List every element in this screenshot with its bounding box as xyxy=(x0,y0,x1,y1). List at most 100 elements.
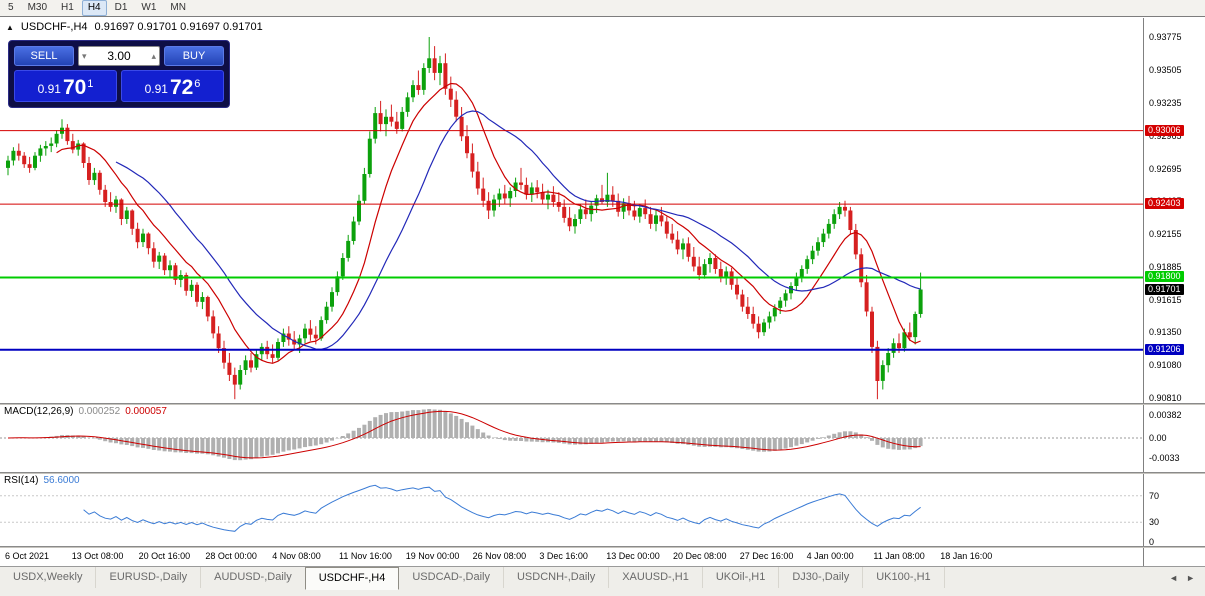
buy-button[interactable]: BUY xyxy=(164,46,224,66)
sell-price-sup: 1 xyxy=(87,78,94,90)
panel-separator-rsi[interactable] xyxy=(0,472,1205,474)
timeframe-button-h4[interactable]: H4 xyxy=(81,0,107,16)
buy-price-sup: 6 xyxy=(194,78,201,90)
time-label: 19 Nov 00:00 xyxy=(405,551,460,561)
macd-histogram xyxy=(11,409,923,461)
rsi-axis-tick: 70 xyxy=(1149,490,1160,501)
macd-signal-line xyxy=(7,410,921,459)
price-level-badge: 0.92403 xyxy=(1145,198,1184,210)
candlestick-series xyxy=(6,37,923,400)
chart-tab-usdx-weekly[interactable]: USDX,Weekly xyxy=(0,567,97,588)
time-label: 28 Oct 00:00 xyxy=(205,551,257,561)
chart-tab-dj30-daily[interactable]: DJ30-,Daily xyxy=(779,567,864,588)
chart-tabbar: USDX,Weekly EURUSD-,Daily AUDUSD-,Daily USD… xyxy=(0,566,1205,596)
price-tick: 0.92965 xyxy=(1149,130,1182,141)
volume-value[interactable]: 3.00 xyxy=(107,49,131,63)
chart-tab-ukoil-h1[interactable]: UKOil-,H1 xyxy=(703,567,780,588)
price-tick: 0.91080 xyxy=(1149,360,1182,371)
price-tick: 0.93505 xyxy=(1149,64,1182,75)
chart-tab-uk100-h1[interactable]: UK100-,H1 xyxy=(863,567,945,588)
timeframe-button-w1[interactable]: W1 xyxy=(141,2,157,13)
price-tick: 0.91350 xyxy=(1149,327,1182,338)
price-axis[interactable]: 0.93775 0.93505 0.93235 0.92965 0.92695 0.924… xyxy=(1143,18,1205,566)
macd-label-row: MACD(12,26,9) 0.000252 0.000057 xyxy=(4,406,167,417)
ma-fast-line xyxy=(56,82,921,364)
time-label: 6 Oct 2021 xyxy=(5,551,50,561)
chart-tab-audusd-daily[interactable]: AUDUSD-,Daily xyxy=(201,567,306,588)
price-tick: 0.93775 xyxy=(1149,32,1182,42)
rsi-name: RSI(14) xyxy=(4,475,39,486)
sell-price-display[interactable]: 0.91 70 1 xyxy=(14,70,117,102)
tab-scroll-left-button[interactable]: ◄ xyxy=(1169,573,1179,583)
time-label: 3 Dec 16:00 xyxy=(539,551,588,561)
price-tick: 0.91615 xyxy=(1149,295,1182,305)
rsi-axis-tick: 30 xyxy=(1149,517,1160,528)
current-price-badge: 0.91701 xyxy=(1145,283,1184,295)
time-label: 4 Nov 08:00 xyxy=(272,551,321,561)
time-label: 18 Jan 16:00 xyxy=(940,551,993,561)
chart-title-row: ▲ USDCHF-,H4 0.91697 0.91701 0.91697 0.9… xyxy=(6,21,263,33)
price-tick: 0.92695 xyxy=(1149,163,1182,174)
sell-price-int: 0.91 xyxy=(37,82,61,96)
time-label: 11 Nov 16:00 xyxy=(339,551,392,561)
chart-tab-eurusd-daily[interactable]: EURUSD-,Daily xyxy=(96,567,202,588)
ma-slow-line xyxy=(115,110,921,350)
time-label: 20 Oct 16:00 xyxy=(138,551,191,561)
time-label: 4 Jan 00:00 xyxy=(806,551,854,561)
buy-price-big: 72 xyxy=(169,76,194,99)
collapse-trade-panel-icon[interactable]: ▲ xyxy=(6,22,14,32)
chart-tab-xauusd-h1[interactable]: XAUUSD-,H1 xyxy=(609,567,703,588)
volume-down-arrow-icon[interactable]: ▾ xyxy=(82,50,87,61)
time-label: 11 Jan 08:00 xyxy=(873,551,925,561)
chart-ohlc-values: 0.91697 0.91701 0.91697 0.91701 xyxy=(94,21,263,33)
rsi-value: 56.6000 xyxy=(43,475,80,486)
chart-tab-usdchf-h4[interactable]: USDCHF-,H4 xyxy=(304,567,400,590)
buy-price-int: 0.91 xyxy=(144,82,168,96)
price-level-badge: 0.93006 xyxy=(1145,124,1184,136)
chart-tab-usdcnh-daily[interactable]: USDCNH-,Daily xyxy=(504,567,610,588)
price-tick: 0.90810 xyxy=(1149,393,1182,404)
sell-price-big: 70 xyxy=(62,76,87,99)
candlestick-chart xyxy=(0,37,1143,400)
rsi-panel[interactable]: RSI(14) 56.6000 xyxy=(0,472,1143,546)
time-label: 13 Oct 08:00 xyxy=(71,551,124,561)
time-label: 20 Dec 08:00 xyxy=(673,551,727,561)
chart-symbol-period: USDCHF-,H4 xyxy=(20,21,88,33)
price-level-badge: 0.91206 xyxy=(1145,343,1184,355)
timeframe-button-m30[interactable]: M30 xyxy=(27,2,48,13)
macd-axis-tick: 0.00382 xyxy=(1149,409,1182,420)
time-label: 27 Dec 16:00 xyxy=(739,551,794,561)
tab-scroll-right-button[interactable]: ► xyxy=(1186,573,1195,583)
macd-panel[interactable]: MACD(12,26,9) 0.000252 0.000057 xyxy=(0,403,1143,472)
macd-chart xyxy=(0,409,1143,461)
price-level-badge: 0.91800 xyxy=(1145,271,1184,283)
price-tick: 0.92155 xyxy=(1149,229,1182,240)
time-axis[interactable]: 6 Oct 2021 13 Oct 08:00 20 Oct 16:00 28 Oct… xyxy=(0,546,1143,566)
timeframe-button-mn[interactable]: MN xyxy=(170,2,186,13)
rsi-axis-tick: 0 xyxy=(1149,537,1155,547)
rsi-line xyxy=(83,484,921,532)
panel-separator-macd[interactable] xyxy=(0,403,1205,405)
main-chart-panel[interactable]: ▲ USDCHF-,H4 0.91697 0.91701 0.91697 0.9… xyxy=(0,18,1143,403)
volume-up-arrow-icon[interactable]: ▴ xyxy=(151,50,156,61)
sell-button[interactable]: SELL xyxy=(14,46,74,66)
chart-tab-usdcad-daily[interactable]: USDCAD-,Daily xyxy=(399,567,504,588)
macd-axis-tick: 0.00 xyxy=(1149,433,1167,443)
one-click-trading-panel: SELL ▾ 3.00 ▴ BUY 0.91 70 1 0.91 72 6 xyxy=(8,40,230,108)
tab-scroll-buttons: ◄ ► xyxy=(1159,567,1205,589)
rsi-label-row: RSI(14) 56.6000 xyxy=(4,475,80,486)
volume-stepper[interactable]: ▾ 3.00 ▴ xyxy=(78,46,160,66)
macd-name: MACD(12,26,9) xyxy=(4,406,74,417)
timeframe-button-h1[interactable]: H1 xyxy=(61,2,74,13)
macd-axis-tick: -0.0033 xyxy=(1149,452,1180,463)
timeframe-button-d1[interactable]: D1 xyxy=(114,2,128,13)
timeframe-toolbar: 5 M30 H1 H4 D1 W1 MN xyxy=(0,0,1205,17)
macd-signal-value: 0.000057 xyxy=(125,406,167,417)
time-label: 26 Nov 08:00 xyxy=(472,551,527,561)
buy-price-display[interactable]: 0.91 72 6 xyxy=(121,70,224,102)
timeframe-button-5[interactable]: 5 xyxy=(8,2,14,13)
time-label: 13 Dec 00:00 xyxy=(606,551,660,561)
panel-separator-timeaxis xyxy=(0,546,1205,548)
price-tick: 0.93235 xyxy=(1149,97,1182,108)
